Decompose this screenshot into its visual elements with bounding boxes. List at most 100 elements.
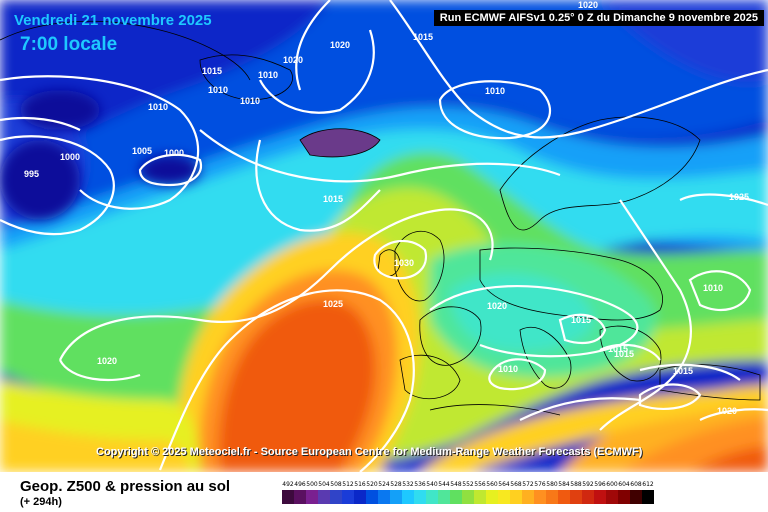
color-scale-step: 500 xyxy=(306,478,318,504)
color-scale-label: 520 xyxy=(366,481,378,488)
color-scale-swatch xyxy=(570,490,582,504)
color-scale-swatch xyxy=(282,490,294,504)
isobar-label: 995 xyxy=(24,169,39,179)
isobar-label: 1020 xyxy=(578,0,598,10)
color-scale-swatch xyxy=(642,490,654,504)
isobar-label: 1020 xyxy=(487,301,507,311)
color-scale-label: 600 xyxy=(606,481,618,488)
color-scale-label: 608 xyxy=(630,481,642,488)
color-scale-label: 544 xyxy=(438,481,450,488)
color-scale-swatch xyxy=(390,490,402,504)
color-scale-label: 516 xyxy=(354,481,366,488)
color-scale-step: 592 xyxy=(582,478,594,504)
color-scale-swatch xyxy=(438,490,450,504)
color-scale-step: 492 xyxy=(282,478,294,504)
isobar-label: 1015 xyxy=(202,66,222,76)
color-scale-step: 520 xyxy=(366,478,378,504)
forecast-date: Vendredi 21 novembre 2025 xyxy=(14,12,212,29)
color-scale-swatch xyxy=(342,490,354,504)
isobar-label: 1015 xyxy=(413,32,433,42)
isobar-label: 1010 xyxy=(703,283,723,293)
color-scale-swatch xyxy=(402,490,414,504)
isobar-label: 1010 xyxy=(258,70,278,80)
isobar-label: 1015 xyxy=(614,349,634,359)
color-scale-step: 516 xyxy=(354,478,366,504)
color-scale-swatch xyxy=(414,490,426,504)
color-scale-label: 604 xyxy=(618,481,630,488)
color-scale-step: 568 xyxy=(510,478,522,504)
color-scale-label: 564 xyxy=(498,481,510,488)
isobar-label: 1000 xyxy=(164,148,184,158)
color-scale-label: 508 xyxy=(330,481,342,488)
landmasses xyxy=(0,20,761,416)
color-scale-label: 568 xyxy=(510,481,522,488)
isobar-label: 1020 xyxy=(97,356,117,366)
isobar-label: 1020 xyxy=(283,55,303,65)
color-scale-step: 576 xyxy=(534,478,546,504)
color-scale-step: 508 xyxy=(330,478,342,504)
color-scale-step: 540 xyxy=(426,478,438,504)
color-scale-step: 588 xyxy=(570,478,582,504)
weather-map: 1020 1015 1015 1010 1010 1020 1020 1010 … xyxy=(0,0,768,472)
isobar-label: 1010 xyxy=(208,85,228,95)
color-scale-label: 504 xyxy=(318,481,330,488)
color-scale-swatch xyxy=(294,490,306,504)
color-scale-step: 496 xyxy=(294,478,306,504)
forecast-local-time: 7:00 locale xyxy=(20,34,118,55)
color-scale-label: 536 xyxy=(414,481,426,488)
color-scale-label: 560 xyxy=(486,481,498,488)
color-scale: 492 496 500 504 508 512 516 520 524 528 532 536 540 5… xyxy=(282,478,654,504)
color-scale-swatch xyxy=(546,490,558,504)
color-scale-swatch xyxy=(330,490,342,504)
color-scale-step: 504 xyxy=(318,478,330,504)
color-scale-label: 580 xyxy=(546,481,558,488)
color-scale-swatch xyxy=(426,490,438,504)
color-scale-step: 556 xyxy=(474,478,486,504)
color-scale-step: 544 xyxy=(438,478,450,504)
color-scale-label: 548 xyxy=(450,481,462,488)
isobar-label: 1010 xyxy=(485,86,505,96)
isobar-label: 1005 xyxy=(132,146,152,156)
color-scale-label: 492 xyxy=(282,481,294,488)
color-scale-label: 584 xyxy=(558,481,570,488)
color-scale-step: 552 xyxy=(462,478,474,504)
color-scale-label: 576 xyxy=(534,481,546,488)
color-scale-step: 600 xyxy=(606,478,618,504)
color-scale-label: 512 xyxy=(342,481,354,488)
copyright-notice: Copyright © 2025 Meteociel.fr - Source E… xyxy=(96,446,643,458)
isobars xyxy=(0,0,768,472)
color-scale-swatch xyxy=(606,490,618,504)
color-scale-swatch xyxy=(462,490,474,504)
isobar-label: 1025 xyxy=(323,299,343,309)
color-scale-swatch xyxy=(486,490,498,504)
color-scale-label: 552 xyxy=(462,481,474,488)
isobar-label: 1020 xyxy=(717,406,737,416)
isobar-label: 1020 xyxy=(330,40,350,50)
color-scale-swatch xyxy=(510,490,522,504)
color-scale-step: 612 xyxy=(642,478,654,504)
color-scale-label: 496 xyxy=(294,481,306,488)
color-scale-swatch xyxy=(354,490,366,504)
isobar-labels: 1020 1015 1015 1010 1010 1020 1020 1010 … xyxy=(24,0,749,416)
color-scale-step: 572 xyxy=(522,478,534,504)
color-scale-swatch xyxy=(450,490,462,504)
color-scale-step: 564 xyxy=(498,478,510,504)
geopotential-field xyxy=(0,0,768,472)
color-scale-swatch xyxy=(558,490,570,504)
color-scale-label: 540 xyxy=(426,481,438,488)
isobar-label: 1030 xyxy=(394,258,414,268)
color-scale-label: 524 xyxy=(378,481,390,488)
color-scale-step: 532 xyxy=(402,478,414,504)
color-scale-swatch xyxy=(474,490,486,504)
color-scale-step: 580 xyxy=(546,478,558,504)
color-scale-label: 532 xyxy=(402,481,414,488)
color-scale-swatch xyxy=(618,490,630,504)
color-scale-swatch xyxy=(534,490,546,504)
map-title: Geop. Z500 & pression au sol xyxy=(20,478,231,495)
color-scale-label: 612 xyxy=(642,481,654,488)
isobar-label: 1015 xyxy=(608,344,628,354)
color-scale-swatch xyxy=(594,490,606,504)
color-scale-label: 596 xyxy=(594,481,606,488)
isobar-label: 1025 xyxy=(729,192,749,202)
color-scale-step: 560 xyxy=(486,478,498,504)
